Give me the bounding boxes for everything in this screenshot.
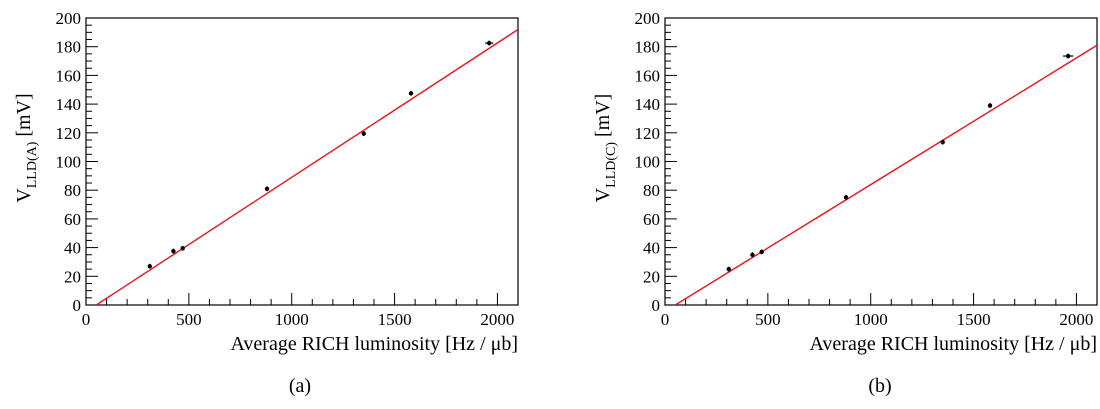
panel-b: 0 500 1000 1500 2000 0 20 40 60 80 100 120 140 160 180… — [592, 9, 1098, 397]
x-tick-label: 0 — [82, 310, 91, 329]
y-tick-label: 60 — [643, 210, 660, 229]
data-point — [180, 246, 185, 251]
x-tick-label: 1500 — [378, 310, 412, 329]
data-point — [361, 131, 366, 136]
y-axis-title-subscript: LLD(C) — [604, 142, 619, 188]
y-axis-title-unit: [mV] — [13, 93, 35, 136]
y-tick-label: 60 — [64, 210, 81, 229]
y-tick-label: 140 — [635, 95, 661, 114]
y-tick-label: 20 — [64, 267, 81, 286]
y-tick-label: 200 — [56, 9, 82, 28]
y-tick-label: 40 — [643, 239, 660, 258]
x-tick-label: 2000 — [1059, 310, 1093, 329]
y-axis-title: VLLD(C) [mV] — [592, 94, 619, 203]
panel-a: 0 500 1000 1500 2000 0 20 40 60 80 100 120 140 160 180… — [13, 9, 519, 397]
y-axis-title: VLLD(A) [mV] — [13, 93, 40, 202]
y-tick-label: 160 — [635, 66, 661, 85]
y-axis-title-main: V — [13, 188, 35, 203]
y-tick-label: 140 — [56, 95, 82, 114]
data-point — [726, 266, 731, 272]
y-tick-label: 120 — [635, 124, 661, 143]
y-tick-label: 0 — [652, 296, 661, 315]
y-tick-label: 200 — [635, 9, 661, 28]
data-point — [147, 264, 152, 269]
x-tick-label: 1000 — [854, 310, 888, 329]
y-tick-label: 80 — [64, 181, 81, 200]
y-tick-label: 100 — [56, 153, 82, 172]
x-tick-label: 1000 — [275, 310, 309, 329]
y-tick-label: 180 — [635, 38, 661, 57]
panel-caption: (b) — [868, 375, 891, 397]
x-tick-label: 0 — [661, 310, 670, 329]
y-axis-title-unit: [mV] — [592, 94, 614, 137]
data-point — [408, 91, 414, 96]
plot-frame — [664, 17, 1098, 306]
data-point — [940, 139, 945, 145]
fit-line — [674, 44, 1097, 305]
plot-frame — [85, 17, 519, 306]
data-point — [750, 252, 755, 257]
data-point — [759, 249, 764, 255]
y-tick-label: 20 — [643, 267, 660, 286]
y-tick-label: 0 — [73, 296, 82, 315]
x-tick-label: 500 — [176, 310, 202, 329]
x-axis-title: Average RICH luminosity [Hz / μb] — [809, 333, 1097, 355]
y-tick-label: 40 — [64, 239, 81, 258]
fit-line — [95, 28, 518, 305]
y-tick-label: 180 — [56, 38, 82, 57]
y-axis-title-subscript: LLD(A) — [25, 141, 40, 188]
data-point — [171, 248, 176, 254]
x-axis-title: Average RICH luminosity [Hz / μb] — [230, 333, 518, 355]
y-tick-label: 80 — [643, 181, 660, 200]
y-tick-label: 160 — [56, 66, 82, 85]
x-tick-label: 500 — [755, 310, 781, 329]
y-tick-label: 120 — [56, 124, 82, 143]
x-tick-label: 2000 — [480, 310, 514, 329]
y-axis-title-main: V — [592, 187, 614, 202]
x-tick-label: 1500 — [957, 310, 991, 329]
panel-caption: (a) — [289, 375, 311, 397]
data-point — [843, 195, 849, 200]
data-point — [987, 103, 993, 108]
data-point — [487, 40, 492, 46]
data-point — [264, 186, 270, 191]
y-tick-label: 100 — [635, 153, 661, 172]
data-point — [1066, 53, 1071, 59]
